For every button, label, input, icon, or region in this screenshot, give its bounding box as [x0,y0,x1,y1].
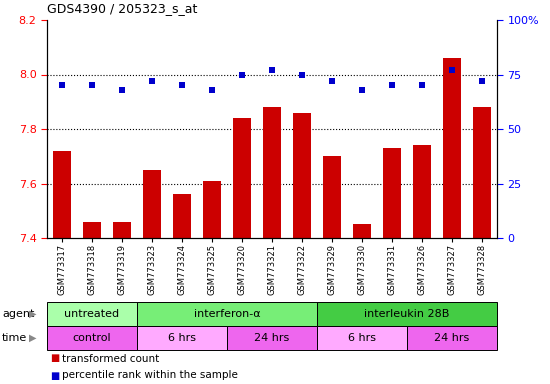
Bar [383,148,401,238]
Bar [113,222,131,238]
Bar [47,326,137,350]
Bar [53,151,71,238]
Bar [263,107,281,238]
Text: ■: ■ [50,354,59,364]
Text: ▶: ▶ [29,309,37,319]
Text: ■: ■ [50,371,59,381]
Text: agent: agent [2,309,34,319]
Text: GDS4390 / 205323_s_at: GDS4390 / 205323_s_at [47,2,197,15]
Bar [143,170,161,238]
Text: transformed count: transformed count [62,354,160,364]
Text: percentile rank within the sample: percentile rank within the sample [62,371,238,381]
Bar [353,224,371,238]
Bar [233,118,251,238]
Text: control: control [73,333,111,343]
Bar [443,58,461,238]
Bar [413,146,431,238]
Text: time: time [2,333,28,343]
Bar [293,113,311,238]
Bar [227,326,317,350]
Bar [323,156,341,238]
Bar [317,326,407,350]
Text: 6 hrs: 6 hrs [348,333,376,343]
Text: interferon-α: interferon-α [194,309,260,319]
Text: ▶: ▶ [29,333,37,343]
Bar [407,326,497,350]
Text: untreated: untreated [64,309,119,319]
Bar [83,222,101,238]
Text: 6 hrs: 6 hrs [168,333,196,343]
Text: 24 hrs: 24 hrs [434,333,470,343]
Bar [317,302,497,326]
Bar [137,326,227,350]
Text: 24 hrs: 24 hrs [254,333,290,343]
Bar [137,302,317,326]
Bar [47,302,137,326]
Text: interleukin 28B: interleukin 28B [364,309,450,319]
Bar [203,181,221,238]
Bar [173,194,191,238]
Bar [473,107,491,238]
